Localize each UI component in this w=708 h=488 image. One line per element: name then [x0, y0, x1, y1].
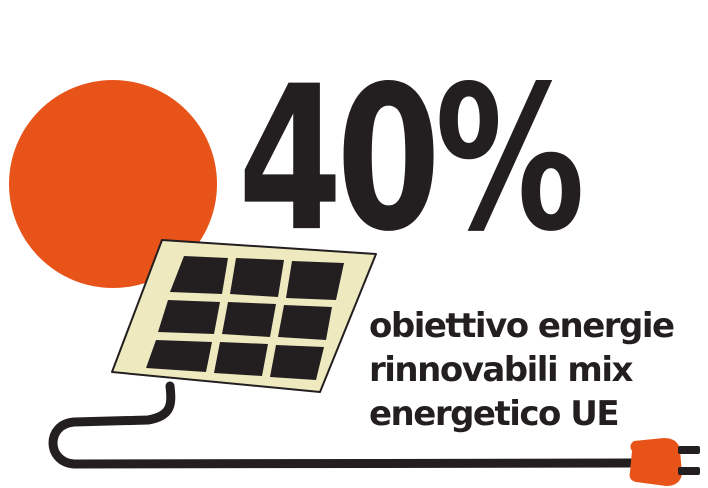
headline-percentage: 40% — [238, 44, 585, 276]
caption-line-3: energetico UE — [369, 394, 620, 434]
caption-line-1: obiettivo energie — [369, 306, 675, 346]
plug-icon — [629, 438, 700, 486]
cable-icon — [48, 381, 645, 469]
caption-text: obiettivo energie rinnovabili mix energe… — [369, 304, 704, 436]
caption-line-2: rinnovabili mix — [369, 350, 633, 390]
solar-panel-icon — [111, 239, 377, 393]
sun-icon — [9, 80, 217, 288]
